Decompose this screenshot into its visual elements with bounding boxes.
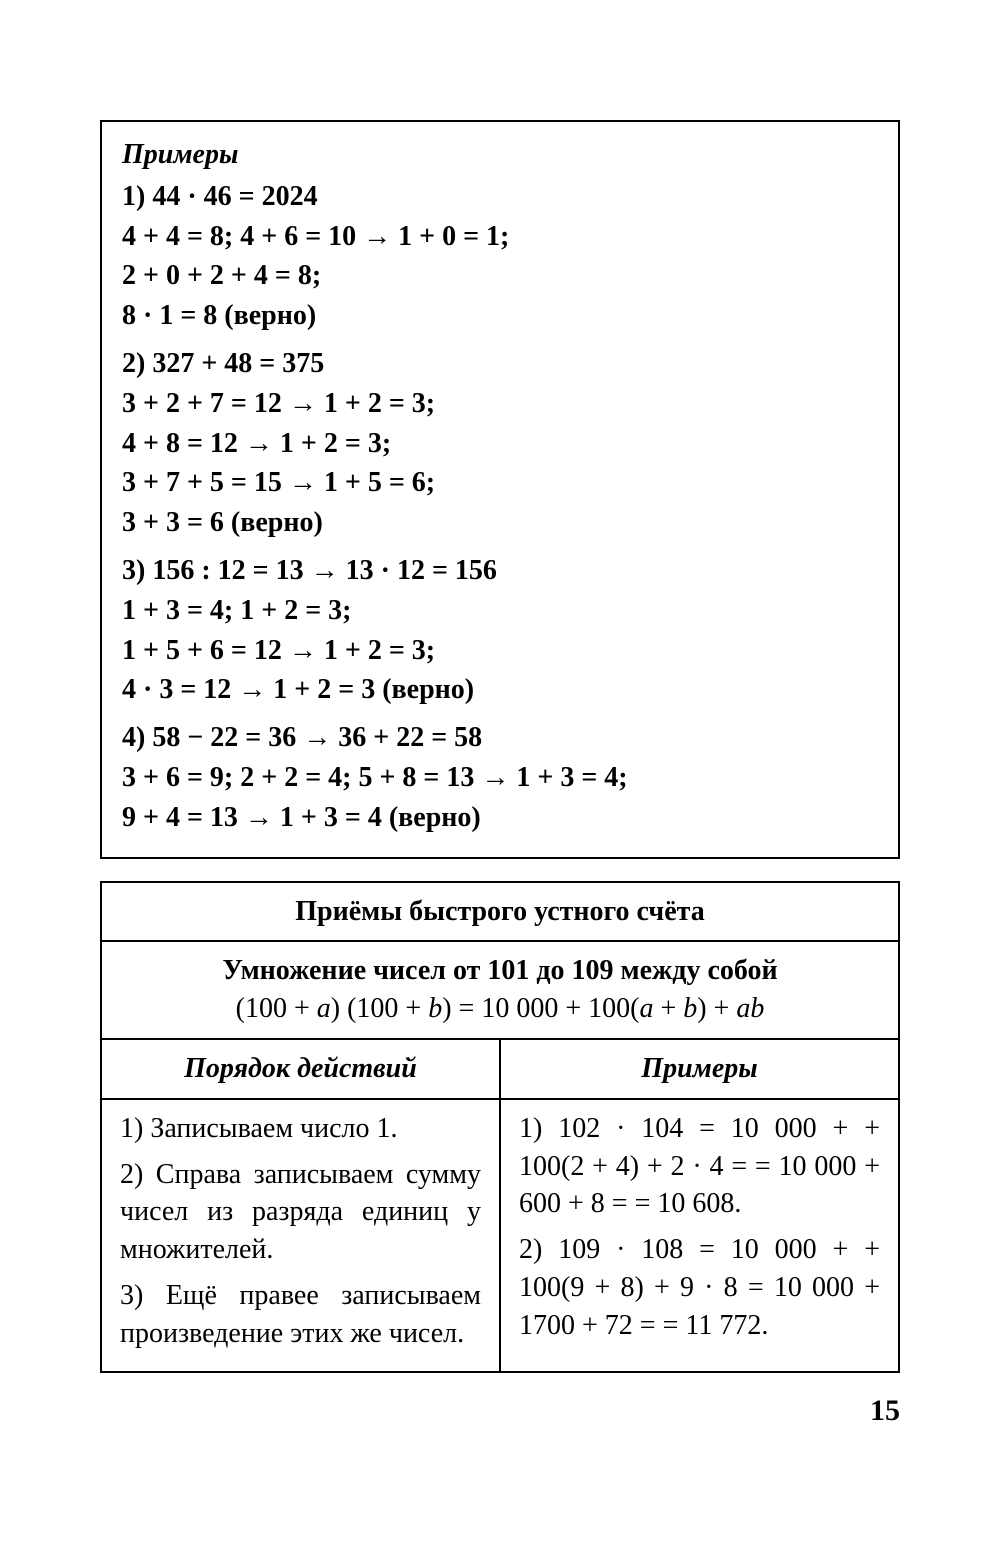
examples-box: Примеры 1) 44 · 46 = 2024 4 + 4 = 8; 4 +… [100, 120, 900, 859]
ex2-line4: 3 + 7 + 5 = 15 → 1 + 5 = 6; [122, 464, 878, 502]
ex2-line5: 3 + 3 = 6 (верно) [122, 504, 878, 542]
table-title: Приёмы быстрого устного счёта [101, 882, 899, 942]
examples-cell: 1) 102 · 104 = 10 000 + + 100(2 + 4) + 2… [500, 1099, 899, 1372]
ex1-line1: 1) 44 · 46 = 2024 [122, 178, 878, 216]
ex1-line3: 2 + 0 + 2 + 4 = 8; [122, 257, 878, 295]
subtitle-bold: Умножение чисел от 101 до 109 между собо… [120, 952, 880, 990]
step-3: 3) Ещё правее записываем произведение эт… [120, 1277, 481, 1353]
ex3-line3: 1 + 5 + 6 = 12 → 1 + 2 = 3; [122, 632, 878, 670]
worked-example-2: 2) 109 · 108 = 10 000 + + 100(9 + 8) + 9… [519, 1231, 880, 1344]
ex2-line3: 4 + 8 = 12 → 1 + 2 = 3; [122, 425, 878, 463]
subtitle-formula: (100 + a) (100 + b) = 10 000 + 100(a + b… [120, 990, 880, 1028]
ex4-line2: 3 + 6 = 9; 2 + 2 = 4; 5 + 8 = 13 → 1 + 3… [122, 759, 878, 797]
ex4-line1: 4) 58 − 22 = 36 → 36 + 22 = 58 [122, 719, 878, 757]
page-number: 15 [100, 1391, 900, 1432]
example-2: 2) 327 + 48 = 375 3 + 2 + 7 = 12 → 1 + 2… [122, 345, 878, 542]
example-1: 1) 44 · 46 = 2024 4 + 4 = 8; 4 + 6 = 10 … [122, 178, 878, 335]
ex3-line2: 1 + 3 = 4; 1 + 2 = 3; [122, 592, 878, 630]
ex3-line1: 3) 156 : 12 = 13 → 13 · 12 = 156 [122, 552, 878, 590]
ex1-line2: 4 + 4 = 8; 4 + 6 = 10 → 1 + 0 = 1; [122, 218, 878, 256]
ex2-line2: 3 + 2 + 7 = 12 → 1 + 2 = 3; [122, 385, 878, 423]
ex1-line4: 8 · 1 = 8 (верно) [122, 297, 878, 335]
col-header-steps: Порядок действий [101, 1039, 500, 1099]
ex4-line3: 9 + 4 = 13 → 1 + 3 = 4 (верно) [122, 799, 878, 837]
ex3-line4: 4 · 3 = 12 → 1 + 2 = 3 (верно) [122, 671, 878, 709]
step-2: 2) Справа записываем сумму чисел из разр… [120, 1156, 481, 1269]
worked-example-1: 1) 102 · 104 = 10 000 + + 100(2 + 4) + 2… [519, 1110, 880, 1223]
step-1: 1) Записываем число 1. [120, 1110, 481, 1148]
example-3: 3) 156 : 12 = 13 → 13 · 12 = 156 1 + 3 =… [122, 552, 878, 709]
ex2-line1: 2) 327 + 48 = 375 [122, 345, 878, 383]
example-4: 4) 58 − 22 = 36 → 36 + 22 = 58 3 + 6 = 9… [122, 719, 878, 836]
examples-heading: Примеры [122, 136, 878, 174]
technique-table: Приёмы быстрого устного счёта Умножение … [100, 881, 900, 1373]
table-subtitle: Умножение чисел от 101 до 109 между собо… [101, 941, 899, 1039]
steps-cell: 1) Записываем число 1. 2) Справа записыв… [101, 1099, 500, 1372]
col-header-examples: Примеры [500, 1039, 899, 1099]
